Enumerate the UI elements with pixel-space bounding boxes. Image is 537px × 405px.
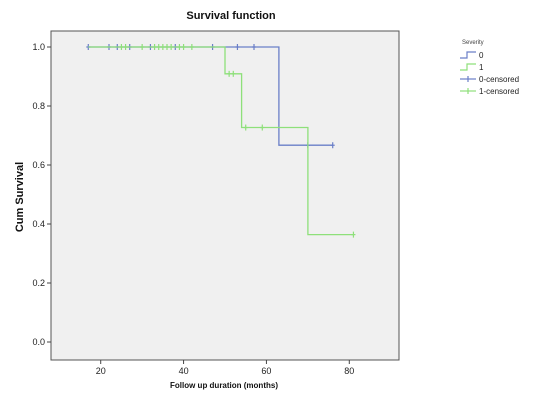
censor-mark-1 bbox=[123, 44, 128, 50]
x-axis: 20 40 60 80 bbox=[96, 360, 354, 376]
y-axis-label: Cum Survival bbox=[14, 162, 26, 232]
censor-mark-1 bbox=[181, 44, 186, 50]
censor-mark-1 bbox=[189, 44, 194, 50]
legend-item: 1 bbox=[460, 63, 484, 72]
y-tick-label: 0.0 bbox=[32, 337, 45, 347]
series-layer bbox=[86, 44, 356, 238]
plot-area bbox=[50, 30, 400, 361]
y-tick-label: 0.8 bbox=[32, 101, 45, 111]
censor-mark-1 bbox=[165, 44, 169, 50]
x-tick-label: 80 bbox=[344, 366, 354, 376]
censor-mark-1 bbox=[160, 44, 165, 50]
series-line-1 bbox=[88, 46, 354, 236]
x-tick-label: 40 bbox=[179, 366, 189, 376]
legend-label: 1 bbox=[479, 63, 484, 72]
y-tick-label: 0.2 bbox=[32, 278, 45, 288]
legend: Severity 0 1 0-censored 1-censored bbox=[460, 40, 519, 96]
censor-mark-0 bbox=[330, 142, 335, 149]
censor-mark-1 bbox=[227, 70, 232, 77]
censor-mark-1 bbox=[152, 44, 157, 50]
legend-swatch bbox=[460, 51, 476, 59]
censor-mark-1 bbox=[119, 44, 124, 50]
y-axis: 0.0 0.2 0.4 0.6 0.8 1.0 bbox=[32, 42, 51, 347]
x-tick-label: 60 bbox=[261, 366, 271, 376]
censor-mark-1 bbox=[140, 44, 145, 50]
legend-item: 1-censored bbox=[460, 87, 519, 96]
chart-title: Survival function bbox=[186, 10, 276, 22]
censor-mark-1 bbox=[156, 44, 161, 50]
legend-title: Severity bbox=[462, 40, 484, 46]
censor-mark-0 bbox=[235, 44, 240, 50]
legend-label: 0-censored bbox=[479, 75, 519, 84]
x-axis-label: Follow up duration (months) bbox=[170, 381, 278, 390]
censor-mark-1 bbox=[177, 44, 182, 50]
censor-mark-1 bbox=[169, 44, 174, 50]
censor-mark-1 bbox=[231, 70, 236, 77]
censor-mark-0 bbox=[252, 44, 256, 50]
legend-swatch bbox=[460, 63, 476, 71]
censor-mark-1 bbox=[351, 231, 356, 238]
censor-mark-1 bbox=[260, 124, 265, 131]
censor-mark-1 bbox=[243, 124, 248, 131]
x-tick-label: 20 bbox=[96, 366, 106, 376]
y-tick-label: 0.4 bbox=[32, 219, 45, 229]
legend-item: 0 bbox=[460, 51, 484, 60]
legend-label: 1-censored bbox=[479, 87, 519, 96]
y-tick-label: 0.6 bbox=[32, 160, 45, 170]
legend-label: 0 bbox=[479, 51, 484, 60]
y-tick-label: 1.0 bbox=[32, 42, 45, 52]
legend-item: 0-censored bbox=[460, 75, 519, 84]
